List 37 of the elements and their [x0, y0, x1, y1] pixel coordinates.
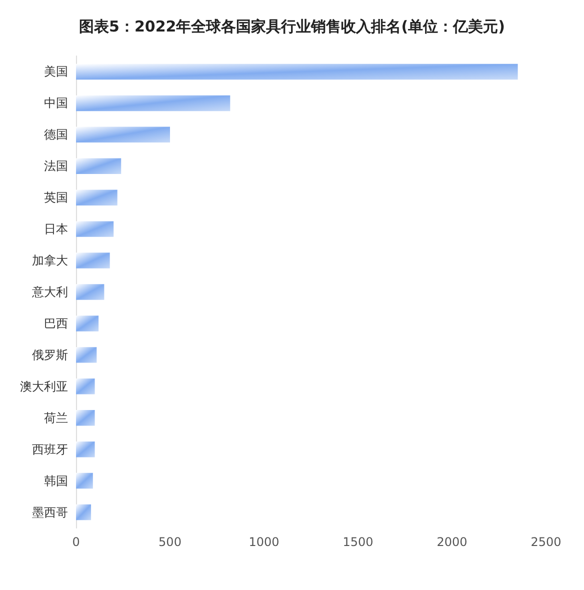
x-tick-label: 2500 — [530, 535, 562, 549]
bar — [76, 158, 122, 174]
y-tick-label: 日本 — [44, 222, 68, 236]
y-tick-label: 俄罗斯 — [32, 348, 68, 362]
bar — [76, 284, 104, 300]
bar — [76, 441, 95, 458]
bar — [76, 252, 110, 268]
y-tick-label: 加拿大 — [32, 254, 68, 268]
y-tick-label: 意大利 — [31, 285, 68, 299]
y-tick-label: 英国 — [44, 190, 68, 205]
bar — [76, 95, 230, 112]
x-tick-label: 2000 — [436, 535, 468, 549]
y-tick-label: 巴西 — [44, 316, 68, 330]
bar — [76, 504, 92, 520]
bar — [76, 64, 518, 80]
bar — [76, 316, 99, 332]
bar — [76, 378, 95, 394]
x-tick-label: 1500 — [342, 535, 374, 549]
bar — [76, 126, 170, 143]
y-tick-label: 荷兰 — [44, 410, 68, 425]
bar — [76, 410, 95, 426]
bar — [76, 472, 93, 489]
chart-title: 图表5：2022年全球各国家具行业销售收入排名(单位：亿美元) — [79, 18, 505, 36]
bar — [76, 221, 114, 237]
x-tick-label: 500 — [158, 535, 182, 549]
bar — [76, 347, 97, 363]
y-tick-label: 韩国 — [44, 474, 68, 488]
bar — [76, 190, 118, 206]
x-tick-label: 0 — [72, 535, 80, 549]
y-tick-label: 美国 — [44, 64, 68, 79]
y-tick-label: 墨西哥 — [32, 505, 68, 520]
y-tick-label: 西班牙 — [32, 442, 68, 456]
y-tick-label: 澳大利亚 — [20, 379, 68, 394]
x-tick-label: 1000 — [248, 535, 280, 549]
y-tick-label: 法国 — [44, 159, 68, 174]
y-tick-label: 中国 — [44, 96, 68, 110]
y-tick-label: 德国 — [44, 128, 68, 142]
